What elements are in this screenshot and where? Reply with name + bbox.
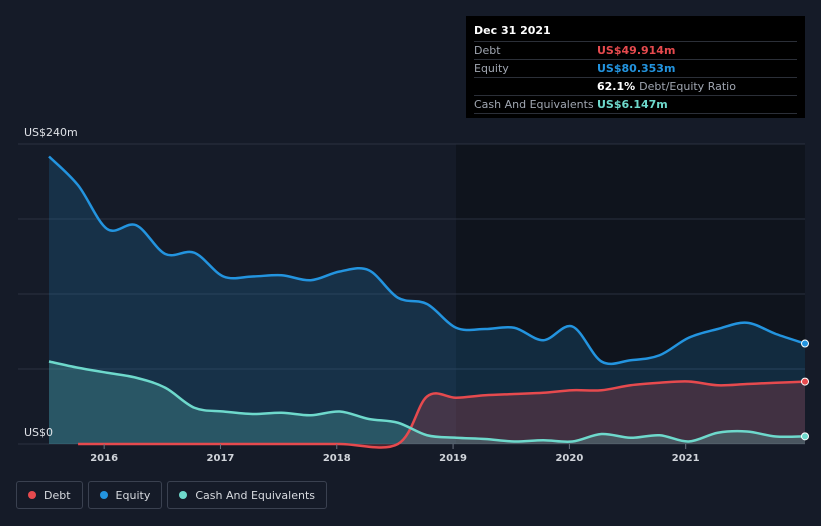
tooltip-equity-value: US$80.353m: [597, 62, 676, 75]
equity-area: [49, 156, 805, 444]
tooltip-row-debt: Debt US$49.914m: [474, 41, 797, 59]
x-axis-ticks: 2016 2017 2018 2019 2020 2021: [90, 444, 700, 464]
legend-cash-label: Cash And Equivalents: [195, 488, 315, 502]
tooltip-cash-value: US$6.147m: [597, 98, 668, 111]
series-areas: [49, 156, 806, 448]
legend-item-equity[interactable]: Equity: [87, 481, 163, 509]
tooltip-row-cash: Cash And Equivalents US$6.147m: [474, 95, 797, 114]
debt-dot-icon: [28, 491, 36, 499]
tooltip-row-ratio: 62.1% Debt/Equity Ratio: [474, 77, 797, 95]
tooltip-ratio-label: Debt/Equity Ratio: [639, 80, 736, 93]
x-tick-label-2019: 2019: [439, 453, 467, 464]
tooltip-panel: Dec 31 2021 Debt US$49.914m Equity US$80…: [466, 16, 805, 118]
legend-item-debt[interactable]: Debt: [16, 481, 83, 509]
tooltip-date: Dec 31 2021: [474, 24, 551, 37]
x-tick-label-2017: 2017: [207, 453, 235, 464]
x-tick-label-2020: 2020: [555, 453, 583, 464]
tooltip-debt-value: US$49.914m: [597, 44, 676, 57]
chart-legend: Debt Equity Cash And Equivalents: [16, 481, 327, 509]
tooltip-ratio-value: 62.1%: [597, 80, 636, 93]
y-axis-top-label: US$240m: [24, 126, 78, 139]
tooltip-equity-label: Equity: [474, 62, 509, 75]
cash-and-equivalents-line: [48, 360, 806, 443]
x-tick-label-2016: 2016: [90, 453, 118, 464]
equity-end-point: [801, 339, 809, 348]
debt-area: [78, 381, 806, 448]
debt-line: [78, 380, 806, 449]
legend-equity-label: Equity: [115, 488, 151, 502]
tooltip-cash-label: Cash And Equivalents: [474, 98, 594, 111]
cash-and-equivalents-end-point: [801, 432, 809, 441]
debt-end-point: [801, 377, 809, 386]
tooltip-debt-label: Debt: [474, 44, 501, 57]
series-end-points: [801, 339, 809, 441]
x-tick-label-2018: 2018: [323, 453, 351, 464]
cash-and-equivalents-area: [49, 361, 805, 444]
legend-debt-label: Debt: [44, 488, 71, 502]
series-lines: [48, 155, 806, 449]
equity-dot-icon: [99, 491, 108, 499]
y-axis-bottom-label: US$0: [24, 426, 53, 439]
legend-item-cash[interactable]: Cash And Equivalents: [167, 481, 327, 509]
equity-line: [48, 155, 806, 366]
tooltip-row-equity: Equity US$80.353m: [474, 59, 797, 77]
x-tick-label-2021: 2021: [672, 453, 700, 464]
cash-dot-icon: [179, 491, 188, 499]
